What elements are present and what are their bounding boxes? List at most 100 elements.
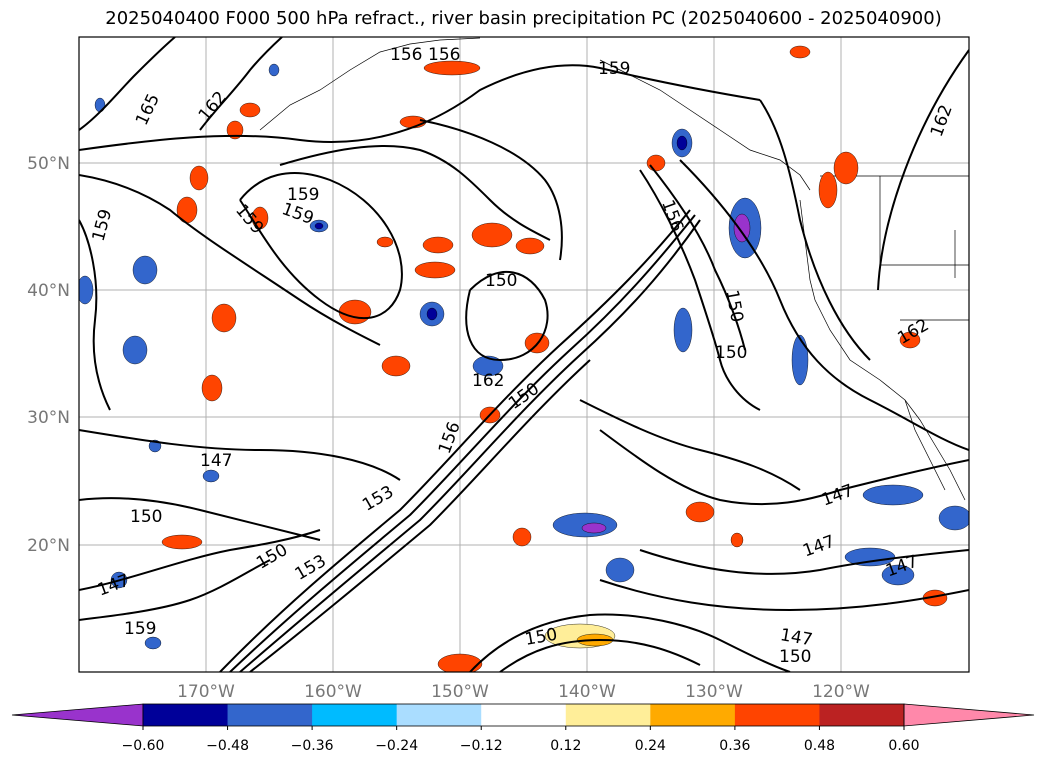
lon-labels: 170°W 160°W 150°W 140°W 130°W 120°W [177, 682, 870, 702]
fill-negative [581, 522, 607, 534]
contour-label: 159 [124, 619, 156, 639]
contour-line [249, 359, 591, 672]
contour-line [599, 429, 969, 506]
colorbar-tick-label: −0.36 [291, 738, 334, 754]
fill-positive [201, 374, 223, 402]
colorbar-tick-label: −0.12 [460, 738, 503, 754]
contour-line [679, 159, 969, 451]
fill-positive [646, 154, 666, 172]
contour-line [579, 399, 801, 491]
contour-label: 150 [715, 343, 747, 363]
colorbar-tick-label: −0.60 [122, 738, 165, 754]
colorbar-tick-label: −0.48 [206, 738, 249, 754]
contour-line [499, 638, 701, 672]
contour-line [239, 219, 701, 672]
contour-line [79, 219, 111, 411]
contour-line [199, 37, 283, 131]
fill-negative [202, 469, 220, 483]
lat-label-20n: 20°N [27, 536, 70, 556]
fill-positive [512, 527, 532, 547]
fill-negative [132, 255, 158, 285]
contours [79, 37, 969, 672]
colorbar-tick-label: 0.60 [888, 738, 919, 754]
contour-line [79, 529, 321, 591]
fill-negative [676, 135, 688, 151]
colorbar-tick-label: 0.48 [804, 738, 835, 754]
contour-line [469, 613, 791, 672]
contour-line [239, 172, 403, 319]
colorbar-tick-label: −0.24 [375, 738, 418, 754]
baja-coast [904, 399, 946, 491]
map-frame [78, 36, 970, 673]
fill-positive [226, 120, 244, 140]
fill-positive [239, 102, 261, 118]
contour-label: 150 [779, 647, 811, 667]
contour-line [759, 99, 871, 361]
colorbar-extend-low [11, 703, 144, 727]
colorbar-swatch [650, 704, 736, 726]
us-coast [799, 199, 966, 501]
colorbar-tick-label: 0.36 [719, 738, 750, 754]
contour-line [79, 497, 321, 541]
fill-positive [685, 501, 715, 523]
fill-negative [472, 355, 504, 377]
fill-positive [423, 60, 481, 76]
fill-positive [833, 151, 859, 185]
colorbar-tick-label: 0.24 [635, 738, 666, 754]
fill-negative [314, 222, 324, 230]
fill-negative [844, 547, 896, 567]
contour-label: 150 [130, 507, 162, 527]
contour-line [79, 174, 381, 346]
fill-negative [605, 557, 635, 583]
alaska-coast [259, 37, 481, 131]
contour-line [79, 429, 401, 481]
lon-label-150w: 150°W [431, 682, 489, 702]
lat-label-30n: 30°N [27, 408, 70, 428]
fill-positive [818, 171, 838, 209]
colorbar-tick-label: 0.12 [550, 738, 581, 754]
contour-line [79, 37, 176, 131]
lon-label-160w: 160°W [304, 682, 362, 702]
fill-negative [79, 275, 94, 305]
colorbar: −0.60 −0.48 −0.36 −0.24 −0.12 0.12 0.24 0.36 0.4… [11, 703, 1035, 754]
lat-labels: 50°N 40°N 30°N 20°N [27, 154, 70, 556]
fill-negative [426, 307, 438, 321]
contour-line [219, 209, 691, 672]
colorbar-swatch [734, 704, 820, 726]
colorbar-swatch [312, 704, 398, 726]
contour-line [279, 145, 551, 241]
contour-line [79, 559, 271, 621]
fill-positive [381, 355, 411, 377]
fill-positive [437, 653, 483, 672]
contour-line [639, 549, 969, 575]
fill-negative [144, 636, 162, 650]
fill-negative [122, 335, 148, 365]
colorbar-swatch [481, 704, 567, 726]
fill-positive [376, 236, 394, 248]
fill-negative [673, 307, 693, 353]
lon-label-130w: 130°W [685, 682, 743, 702]
colorbar-extend-high [903, 703, 1035, 727]
colorbar-swatch [227, 704, 313, 726]
contour-line [419, 119, 563, 261]
lat-label-40n: 40°N [27, 281, 70, 301]
fill-positive [189, 165, 209, 191]
fill-positive [515, 237, 545, 255]
fill-positive [471, 222, 513, 248]
fill-positive [161, 534, 203, 550]
contour-label: 159 [287, 185, 319, 205]
fill-positive [338, 299, 372, 325]
contour-line [649, 164, 746, 351]
contour-line [229, 214, 696, 672]
contour-label: 162 [472, 371, 504, 391]
fill-positive [899, 331, 921, 349]
contour-line [639, 169, 761, 411]
colorbar-swatch [565, 704, 651, 726]
colorbar-swatch [143, 704, 229, 726]
contour-label: 147 [200, 451, 232, 471]
fill-negative [94, 97, 106, 113]
fill-negative [862, 484, 924, 506]
contour-label: 156 [428, 45, 460, 65]
graticule [79, 37, 969, 672]
